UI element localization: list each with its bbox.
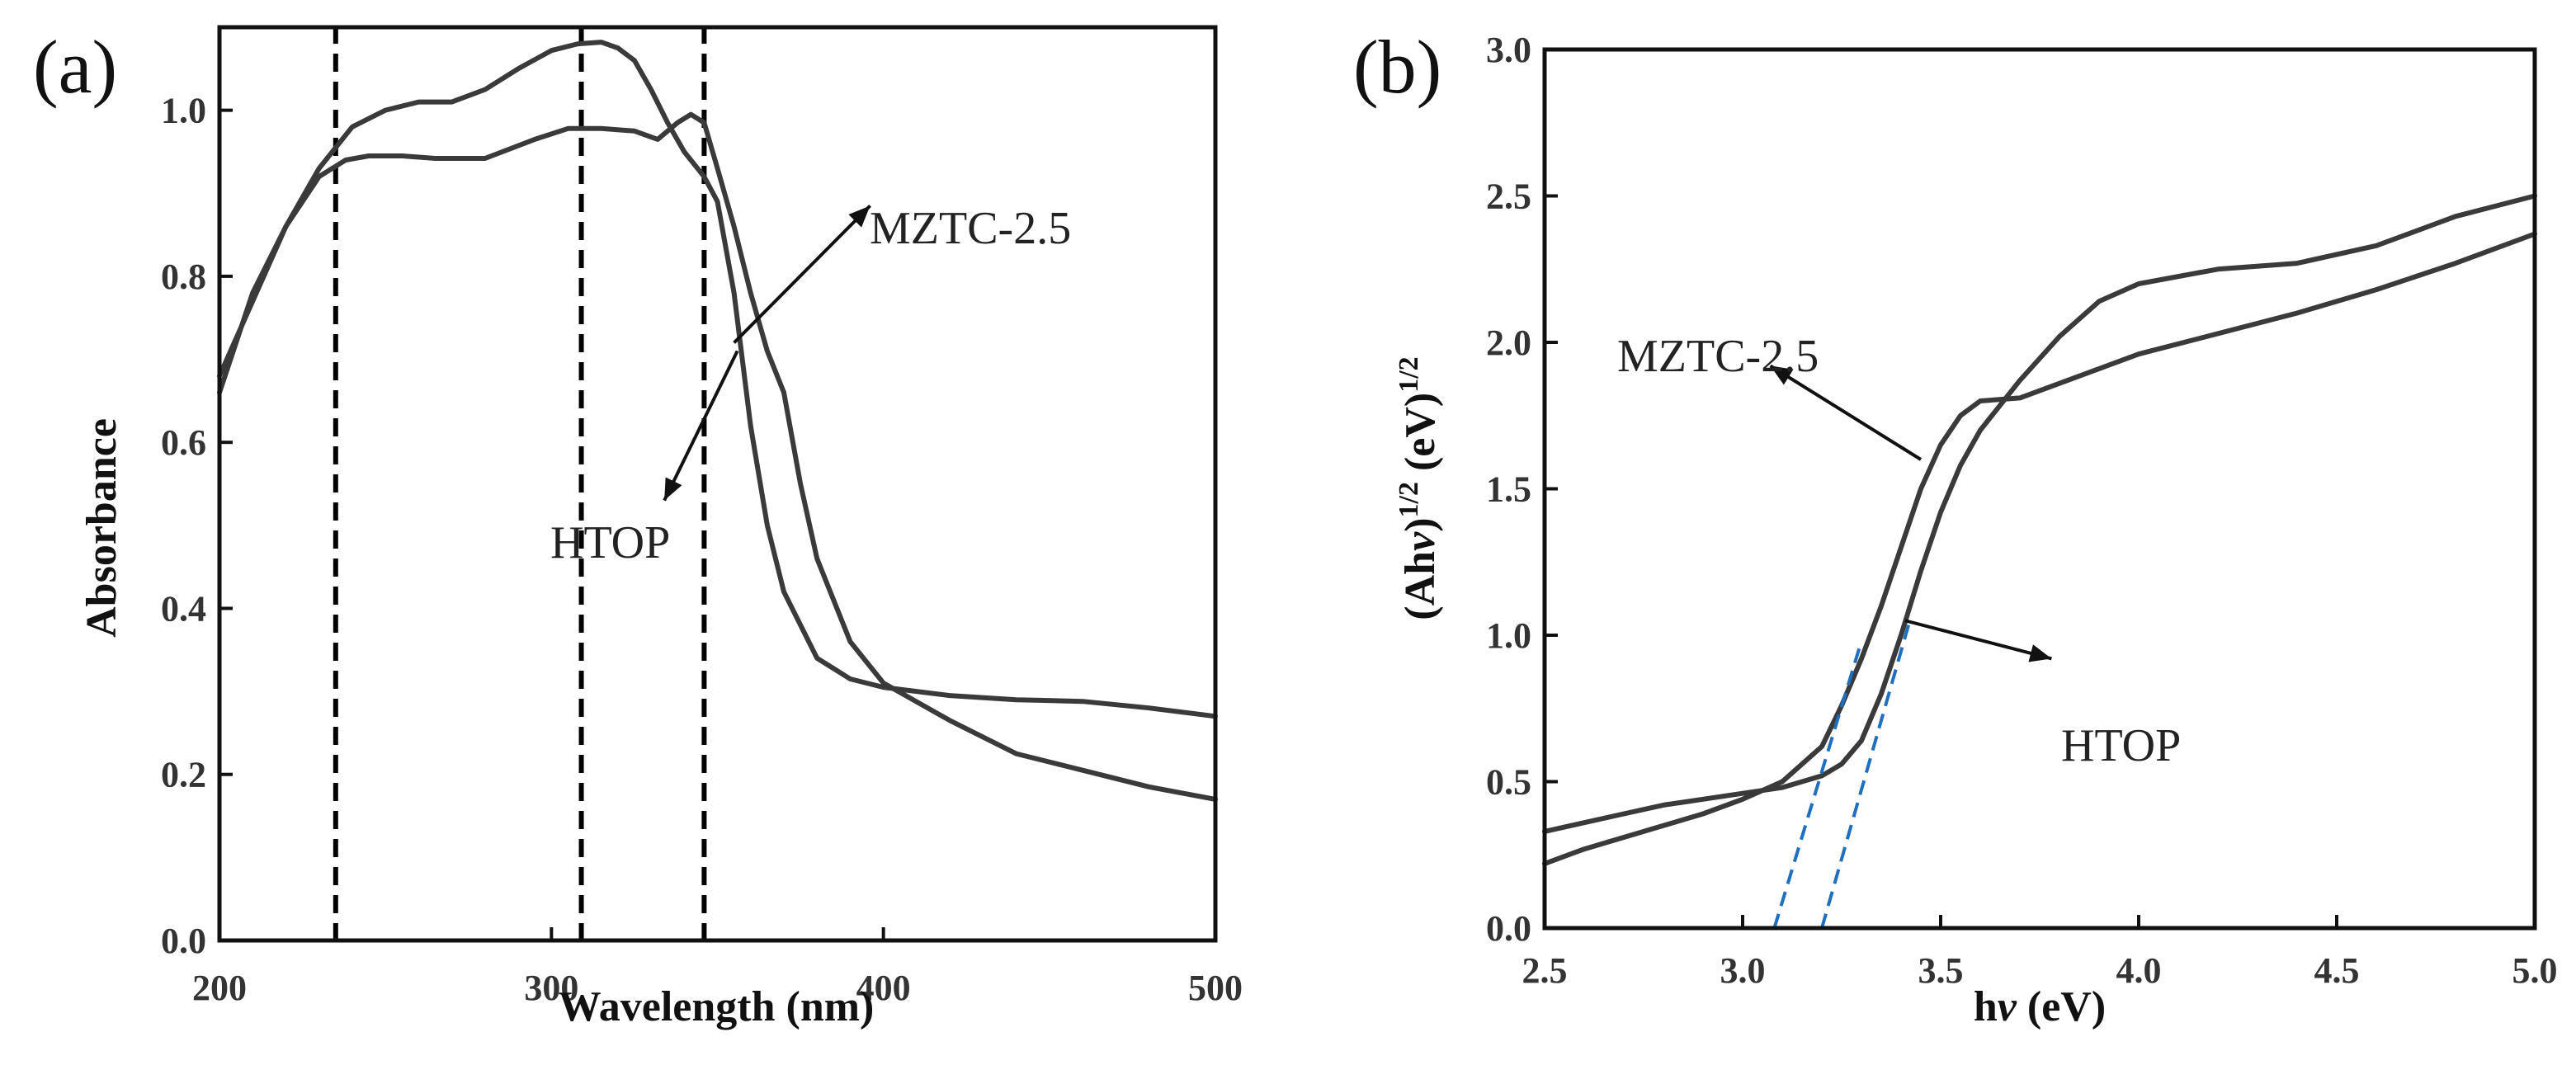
- panel-b-tauc-plot: (b) 2.5 3.0 3.5 4.0 4.5 5.00.00.51.01.52.02.5…: [1353, 25, 2558, 1030]
- panel-b-x-tick-label: 5.0: [2512, 950, 2558, 991]
- panel-a-plot-frame: [217, 25, 1218, 943]
- panel-b-y-tick-label: 1.0: [1486, 615, 1531, 656]
- panel-b-curve-mztc-2-5: [1542, 231, 2537, 866]
- panel-a-x-tick-label: 200: [192, 968, 247, 1008]
- panel-a-arrow-htop-head: [664, 477, 682, 501]
- panel-b-arrow-mztc-2-5-line: [1769, 364, 1923, 461]
- panel-b-letter: (b): [1353, 25, 1441, 109]
- panel-a-arrow-htop-line: [663, 350, 739, 502]
- panel-a-x-tick-label: 300: [524, 968, 578, 1008]
- panel-a-letter: (a): [33, 25, 117, 109]
- panel-b-x-tick-label: 2.5: [1522, 950, 1568, 991]
- panel-b-arrow-htop-head: [2028, 644, 2052, 662]
- panel-b-label-htop: HTOP: [2061, 720, 2181, 771]
- panel-a-y-axis-label: Absorbance: [78, 418, 125, 638]
- panel-b-y-tick-label: 0.5: [1486, 762, 1531, 803]
- panel-b-y-axis-label: (Ahν)1/2 (eV)1/2: [1394, 356, 1444, 620]
- panel-b-y-tick-label: 2.0: [1486, 323, 1531, 363]
- panel-a-label-mztc: MZTC-2.5: [870, 203, 1071, 254]
- panel-a-x-tick-label: 400: [856, 968, 911, 1008]
- panel-a-y-tick-label: 0.4: [161, 588, 206, 629]
- panel-a-y-tick-label: 0.0: [161, 921, 206, 961]
- panel-b-marks: 2.5 3.0 3.5 4.0 4.5 5.0 0.0 0.5 1.0 1.5 2.0 2.5 3.0: [1486, 30, 2558, 991]
- panel-a-y-tick-label: 0.6: [161, 422, 206, 463]
- panel-a-curve-htop: [217, 40, 1218, 719]
- panel-b-x-tick-label: 4.0: [2116, 950, 2162, 991]
- panel-b-y-tick-label: 0.0: [1486, 908, 1531, 949]
- panel-b-label-mztc: MZTC-2.5: [1617, 331, 1819, 382]
- panel-b-x-tick-label: 3.0: [1720, 950, 1766, 991]
- panel-a-y-tick-label: 0.2: [161, 755, 206, 795]
- panel-a-y-tick-label: 1.0: [161, 91, 206, 131]
- panel-a-y-tick-label: 0.8: [161, 257, 206, 297]
- panel-b-x-tick-label: 3.5: [1918, 950, 1964, 991]
- panel-b-fit-line-htop: [1820, 623, 1911, 929]
- panel-b-arrow-htop-line: [1904, 619, 2052, 661]
- panel-a-x-axis-label: Wavelength (nm): [559, 983, 875, 1030]
- panel-b-y-tick-label: 2.5: [1486, 177, 1531, 217]
- panel-a-label-htop: HTOP: [550, 517, 670, 568]
- panel-b-curve-htop: [1542, 193, 2537, 834]
- panel-a-absorbance-chart: (a) 200 300 400 500 0.0 0.2 0.4 0.6 0.8 1.0 Wavel…: [33, 25, 1243, 1030]
- panel-b-fit-line-mztc-2-5: [1772, 640, 1863, 929]
- panel-b-y-tick-label: 3.0: [1486, 30, 1531, 70]
- panel-b-y-tick-label: 1.5: [1486, 469, 1531, 510]
- panel-a-x-tick-label: 500: [1188, 968, 1243, 1008]
- panel-a-curve-mztc-2-5: [217, 111, 1218, 802]
- panel-a-arrow-mztc-2-5-line: [733, 204, 871, 344]
- panel-a-marks: 200 300 400 500 0.0 0.2 0.4 0.6 0.8 1.0: [161, 26, 1243, 1008]
- panel-b-x-tick-label: 4.5: [2314, 950, 2360, 991]
- panel-a-arrow-mztc-2-5-head: [848, 205, 870, 228]
- panel-b-x-axis-label: hν (eV): [1974, 983, 2106, 1030]
- panel-b-arrow-mztc-2-5-head: [1770, 365, 1794, 385]
- panel-b-plot-frame: [1542, 47, 2537, 931]
